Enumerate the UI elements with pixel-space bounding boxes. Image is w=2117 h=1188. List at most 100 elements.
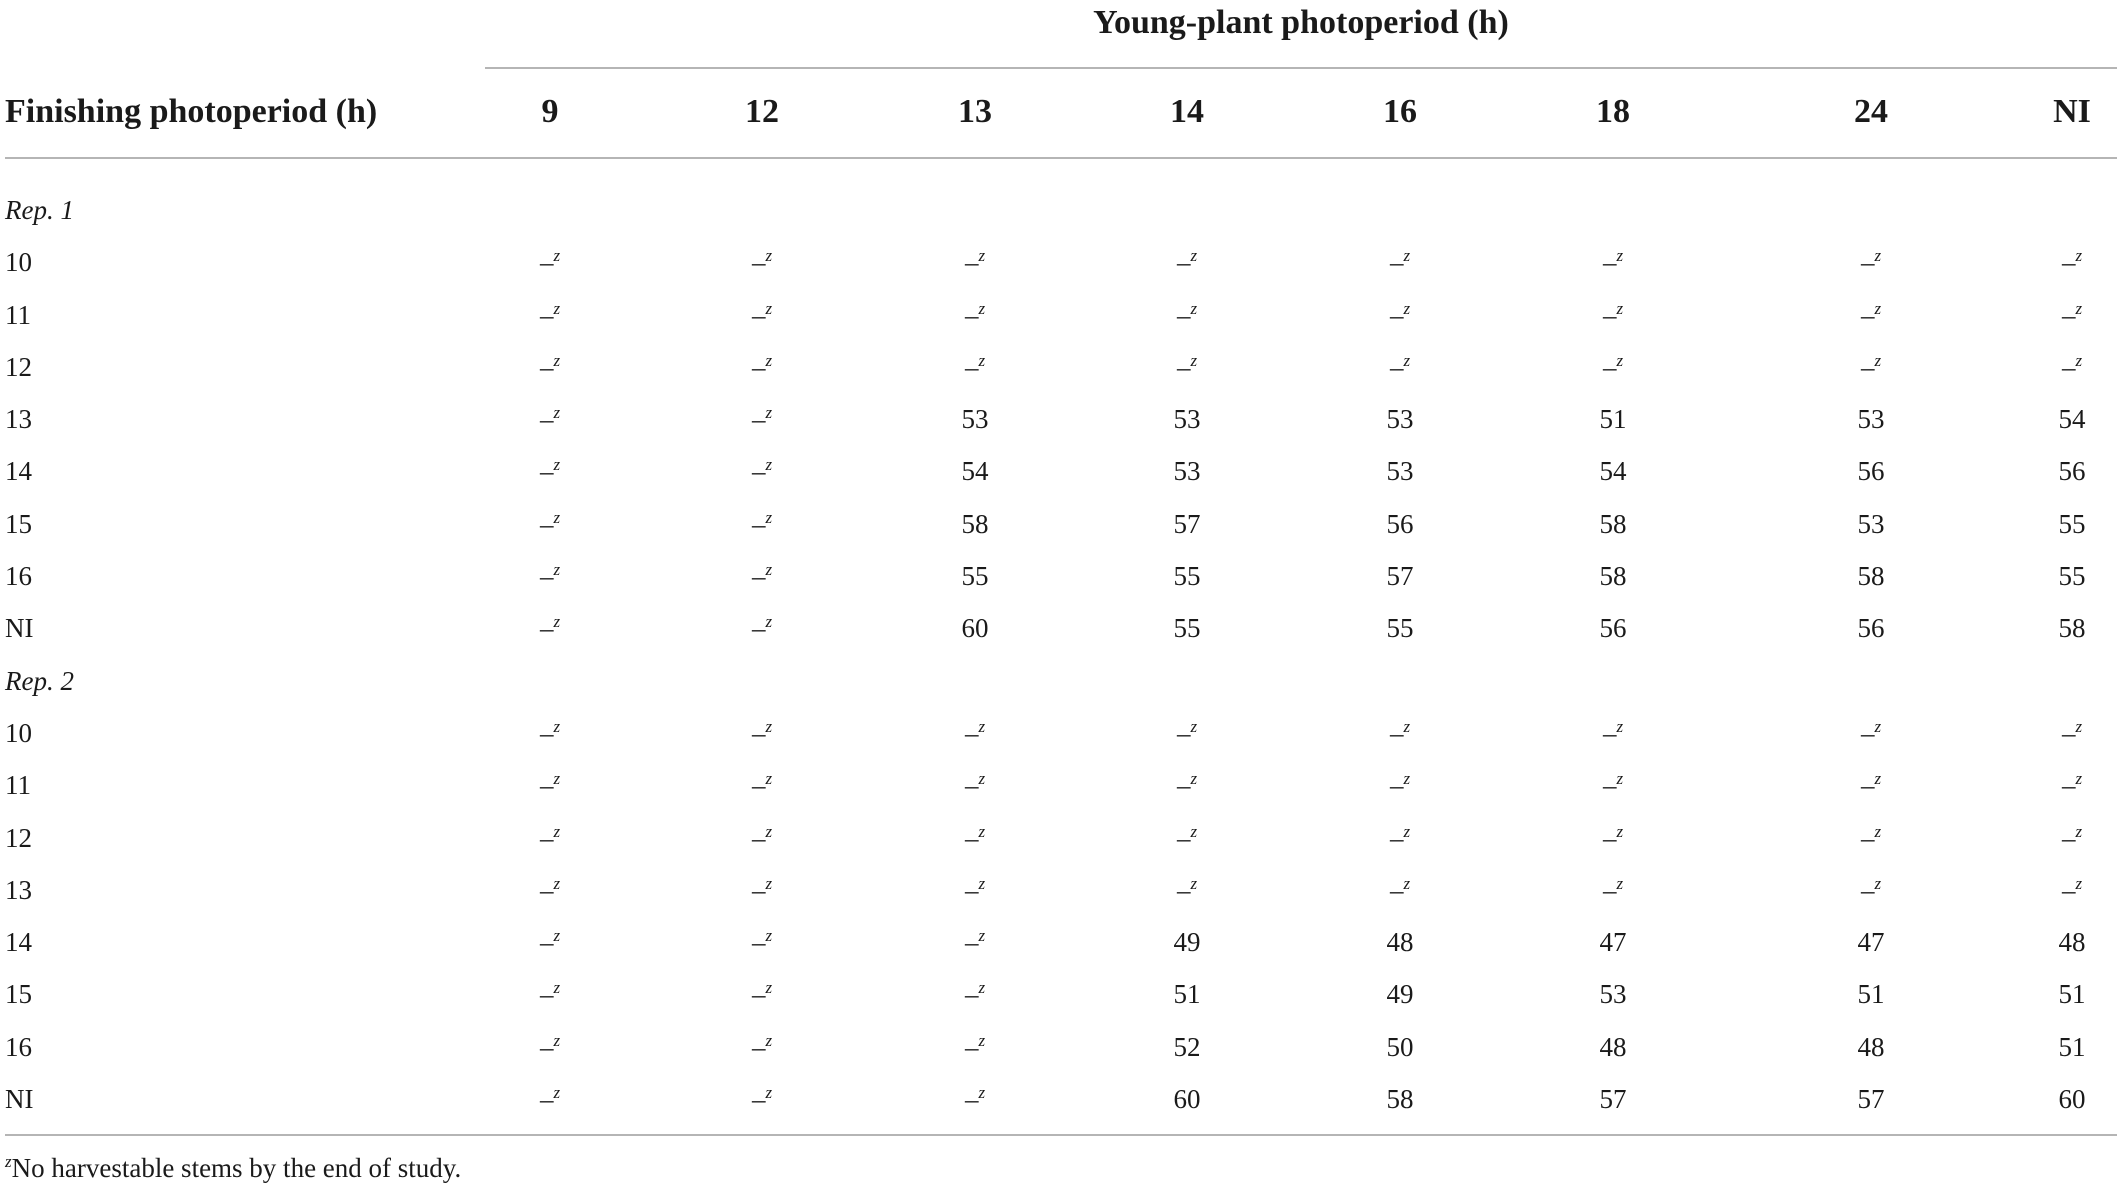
- missing-note-mark: z: [553, 769, 561, 789]
- missing-value-cell: –z: [470, 812, 630, 864]
- missing-value-cell: –z: [470, 498, 630, 550]
- missing-dash: –: [1176, 247, 1191, 278]
- missing-value-cell: –z: [895, 236, 1055, 288]
- row-label: 13: [5, 874, 32, 905]
- missing-dash: –: [1860, 351, 1875, 382]
- missing-value-cell: –z: [2032, 289, 2112, 341]
- value-cell: 51: [1599, 404, 1627, 435]
- missing-value-cell: –z: [470, 445, 630, 497]
- missing-dash: –: [751, 404, 766, 435]
- missing-note-mark: z: [765, 1083, 773, 1103]
- header-rule: [5, 157, 2117, 159]
- missing-note-mark: z: [765, 716, 773, 736]
- missing-note-mark: z: [1403, 769, 1411, 789]
- missing-note-mark: z: [553, 1083, 561, 1103]
- missing-value-cell: –z: [2032, 864, 2112, 916]
- missing-note-mark: z: [765, 455, 773, 475]
- missing-value-cell: –z: [1791, 759, 1951, 811]
- value-cell: 53: [1173, 404, 1201, 435]
- missing-dash: –: [1602, 351, 1617, 382]
- missing-dash: –: [539, 247, 554, 278]
- missing-value-cell: –z: [1791, 236, 1951, 288]
- value-cell: 55: [1173, 613, 1201, 644]
- table-row: 11 –z –z –z –z –z –z –z –z: [0, 759, 2117, 811]
- value-cell: 58: [1599, 561, 1627, 592]
- missing-value-cell: –z: [682, 1021, 842, 1073]
- missing-value-cell: –z: [895, 341, 1055, 393]
- missing-note-mark: z: [553, 350, 561, 370]
- missing-value-cell: –z: [1107, 864, 1267, 916]
- value-cell: 57: [1173, 508, 1201, 539]
- missing-value-cell: –z: [1320, 812, 1480, 864]
- value-cell: 51: [1857, 979, 1885, 1010]
- missing-dash: –: [964, 247, 979, 278]
- column-header: 18: [1596, 93, 1630, 130]
- missing-note-mark: z: [1874, 350, 1882, 370]
- footnote: zNo harvestable stems by the end of stud…: [5, 1150, 461, 1186]
- missing-dash: –: [751, 613, 766, 644]
- missing-dash: –: [751, 717, 766, 748]
- missing-note-mark: z: [1616, 350, 1624, 370]
- missing-note-mark: z: [1190, 298, 1198, 318]
- value-cell: 48: [1857, 1031, 1885, 1062]
- missing-value-cell: –z: [682, 393, 842, 445]
- missing-note-mark: z: [1616, 298, 1624, 318]
- missing-dash: –: [964, 717, 979, 748]
- value-cell: 55: [961, 561, 989, 592]
- missing-value-cell: –z: [1791, 341, 1951, 393]
- table-row: NI –z –z 60 55 55 56 56 58: [0, 602, 2117, 654]
- value-cell: 53: [1857, 508, 1885, 539]
- missing-value-cell: –z: [682, 759, 842, 811]
- row-label: NI: [5, 613, 34, 644]
- row-label: 11: [5, 770, 31, 801]
- missing-value-cell: –z: [1791, 812, 1951, 864]
- missing-value-cell: –z: [1107, 341, 1267, 393]
- missing-value-cell: –z: [1533, 289, 1693, 341]
- missing-dash: –: [539, 299, 554, 330]
- missing-dash: –: [1176, 351, 1191, 382]
- value-cell: 58: [2058, 613, 2086, 644]
- missing-value-cell: –z: [2032, 707, 2112, 759]
- missing-dash: –: [1389, 717, 1404, 748]
- missing-note-mark: z: [1616, 716, 1624, 736]
- missing-value-cell: –z: [682, 916, 842, 968]
- value-cell: 58: [1599, 508, 1627, 539]
- missing-note-mark: z: [553, 821, 561, 841]
- missing-note-mark: z: [1190, 873, 1198, 893]
- missing-value-cell: –z: [470, 759, 630, 811]
- missing-dash: –: [964, 351, 979, 382]
- missing-note-mark: z: [765, 1030, 773, 1050]
- table-row: 15 –z –z 58 57 56 58 53 55: [0, 498, 2117, 550]
- missing-note-mark: z: [978, 821, 986, 841]
- row-label: 15: [5, 508, 32, 539]
- row-label: 12: [5, 351, 32, 382]
- missing-dash: –: [1860, 874, 1875, 905]
- missing-value-cell: –z: [682, 341, 842, 393]
- missing-value-cell: –z: [1320, 236, 1480, 288]
- missing-note-mark: z: [1403, 298, 1411, 318]
- missing-value-cell: –z: [1533, 236, 1693, 288]
- missing-dash: –: [964, 1031, 979, 1062]
- value-cell: 47: [1599, 927, 1627, 958]
- missing-value-cell: –z: [682, 1073, 842, 1125]
- value-cell: 53: [1173, 456, 1201, 487]
- row-label: 13: [5, 404, 32, 435]
- missing-note-mark: z: [1403, 246, 1411, 266]
- missing-dash: –: [2061, 299, 2076, 330]
- missing-note-mark: z: [978, 769, 986, 789]
- row-label: 10: [5, 717, 32, 748]
- missing-dash: –: [1602, 770, 1617, 801]
- missing-dash: –: [539, 874, 554, 905]
- missing-note-mark: z: [1616, 769, 1624, 789]
- missing-note-mark: z: [765, 246, 773, 266]
- missing-dash: –: [539, 1084, 554, 1115]
- missing-note-mark: z: [1616, 821, 1624, 841]
- missing-value-cell: –z: [895, 864, 1055, 916]
- missing-dash: –: [2061, 247, 2076, 278]
- missing-dash: –: [539, 717, 554, 748]
- missing-value-cell: –z: [682, 445, 842, 497]
- missing-dash: –: [539, 404, 554, 435]
- missing-dash: –: [1176, 822, 1191, 853]
- section-label: Rep. 1: [5, 195, 74, 225]
- missing-dash: –: [1602, 822, 1617, 853]
